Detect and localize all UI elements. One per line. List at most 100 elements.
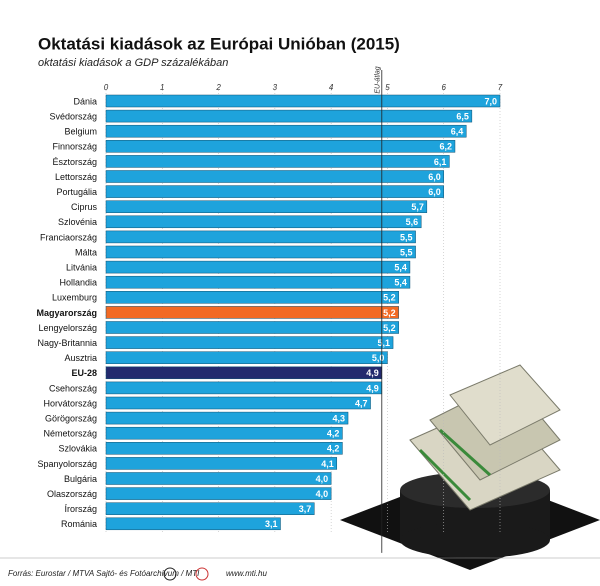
x-tick-label: 3 bbox=[273, 83, 278, 92]
value-label: 5,1 bbox=[378, 338, 391, 348]
value-label: 4,9 bbox=[366, 368, 379, 378]
bar bbox=[105, 366, 383, 380]
y-tick-label: Bulgária bbox=[64, 474, 97, 484]
bar bbox=[105, 155, 450, 168]
bar bbox=[105, 502, 315, 515]
bar bbox=[105, 321, 399, 334]
x-tick-label: 6 bbox=[441, 83, 446, 92]
y-tick-label: Finnország bbox=[52, 142, 97, 152]
bar bbox=[105, 291, 399, 304]
value-label: 7,0 bbox=[484, 96, 497, 106]
bar bbox=[105, 336, 394, 349]
x-tick-label: 5 bbox=[385, 83, 390, 92]
bar bbox=[105, 517, 281, 531]
value-label: 4,0 bbox=[316, 474, 329, 484]
y-tick-label: Belgium bbox=[64, 127, 97, 137]
bar bbox=[105, 472, 332, 485]
y-tick-label: Lengyelország bbox=[38, 323, 97, 333]
bar bbox=[105, 487, 332, 500]
x-tick-label: 4 bbox=[329, 83, 334, 92]
value-label: 3,1 bbox=[265, 519, 278, 529]
y-tick-label: Olaszország bbox=[47, 489, 97, 499]
value-label: 6,1 bbox=[434, 157, 447, 167]
y-tick-label: Hollandia bbox=[59, 278, 97, 288]
logo bbox=[195, 567, 209, 581]
x-tick-label: 1 bbox=[160, 83, 164, 92]
value-label: 4,2 bbox=[327, 444, 340, 454]
value-label: 6,0 bbox=[428, 187, 441, 197]
bar bbox=[105, 306, 399, 319]
y-tick-label: Franciaország bbox=[40, 232, 97, 242]
source: Forrás: Eurostar / MTVA Sajtó- és Fotóar… bbox=[8, 569, 200, 578]
value-label: 5,7 bbox=[411, 202, 424, 212]
value-label: 5,5 bbox=[400, 232, 413, 242]
value-label: 4,7 bbox=[355, 398, 368, 408]
y-tick-label: Szlovénia bbox=[58, 217, 97, 227]
y-tick-label: EU-28 bbox=[71, 368, 97, 378]
value-label: 6,0 bbox=[428, 172, 441, 182]
bar bbox=[105, 381, 383, 395]
y-tick-label: Litvánia bbox=[66, 262, 97, 272]
value-label: 5,2 bbox=[383, 293, 396, 303]
value-label: 4,9 bbox=[366, 383, 379, 393]
y-tick-label: Észtország bbox=[52, 157, 97, 167]
y-tick-label: Dánia bbox=[73, 96, 97, 106]
website: www.mti.hu bbox=[226, 569, 267, 578]
bar bbox=[105, 426, 343, 440]
value-label: 4,0 bbox=[316, 489, 329, 499]
value-label: 5,5 bbox=[400, 247, 413, 257]
y-tick-label: Írország bbox=[64, 504, 97, 514]
y-tick-label: Spanyolország bbox=[37, 459, 97, 469]
value-label: 5,4 bbox=[394, 262, 407, 272]
bar bbox=[105, 170, 444, 183]
y-tick-label: Lettország bbox=[55, 172, 97, 182]
value-label: 5,2 bbox=[383, 323, 396, 333]
y-tick-label: Svédország bbox=[49, 111, 97, 121]
y-tick-label: Csehország bbox=[49, 383, 97, 393]
chart-title: Oktatási kiadások az Európai Unióban (20… bbox=[38, 34, 400, 53]
value-label: 6,5 bbox=[456, 111, 469, 121]
value-label: 3,7 bbox=[299, 504, 312, 514]
y-tick-label: Ausztria bbox=[64, 353, 97, 363]
y-tick-label: Málta bbox=[75, 247, 97, 257]
logo bbox=[163, 567, 177, 581]
bar bbox=[105, 396, 371, 410]
y-tick-label: Görögország bbox=[45, 413, 97, 423]
bar bbox=[105, 200, 428, 213]
bar bbox=[105, 275, 411, 289]
reference-label: EU-átlag bbox=[375, 66, 382, 93]
bar bbox=[105, 351, 388, 364]
value-label: 6,4 bbox=[451, 127, 464, 137]
bar bbox=[105, 411, 349, 425]
value-label: 4,2 bbox=[327, 429, 340, 439]
y-tick-label: Horvátország bbox=[43, 398, 97, 408]
y-tick-label: Németország bbox=[43, 429, 97, 439]
y-tick-label: Románia bbox=[61, 519, 97, 529]
bar bbox=[105, 442, 343, 455]
bar bbox=[105, 124, 467, 138]
value-label: 5,0 bbox=[372, 353, 385, 363]
bar bbox=[105, 230, 416, 244]
value-label: 4,1 bbox=[321, 459, 334, 469]
chart-subtitle: oktatási kiadások a GDP százalékában bbox=[38, 57, 228, 69]
bar bbox=[105, 140, 456, 153]
value-label: 5,2 bbox=[383, 308, 396, 318]
y-tick-label: Nagy-Britannia bbox=[37, 338, 97, 348]
bar bbox=[105, 185, 444, 198]
y-tick-label: Magyarország bbox=[36, 308, 97, 318]
value-label: 6,2 bbox=[439, 142, 452, 152]
plot: 0 1 2 3 4 5 6 7 Dánia 7,0 Svédország 6,5 Belgium 6,4 F… bbox=[36, 66, 503, 553]
bar bbox=[105, 215, 422, 229]
illustration bbox=[340, 364, 600, 570]
value-label: 4,3 bbox=[333, 413, 346, 423]
x-tick-label: 2 bbox=[215, 83, 221, 92]
bar bbox=[105, 260, 411, 274]
y-tick-label: Ciprus bbox=[71, 202, 98, 212]
bar bbox=[105, 94, 501, 108]
y-tick-label: Szlovákia bbox=[58, 444, 97, 454]
bar bbox=[105, 245, 416, 259]
y-tick-label: Portugália bbox=[56, 187, 97, 197]
value-label: 5,4 bbox=[394, 278, 407, 288]
bar bbox=[105, 457, 338, 470]
